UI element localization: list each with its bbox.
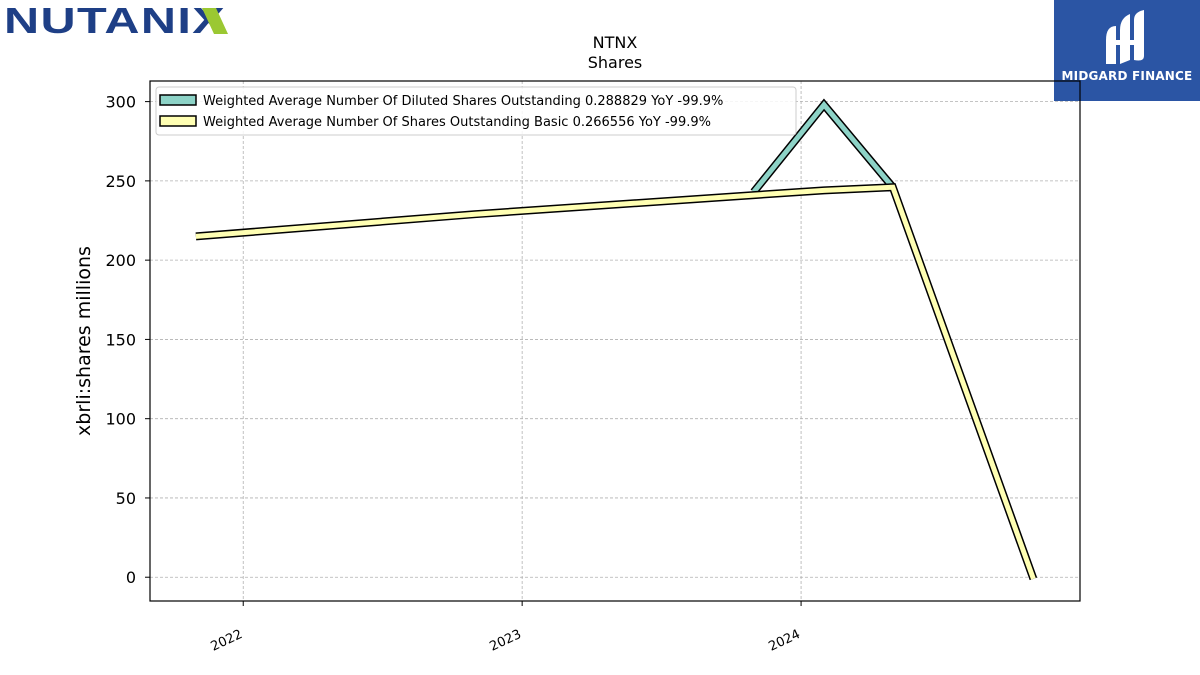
y-axis-label: xbrli:shares millions [73, 246, 95, 436]
y-tick-label: 150 [105, 330, 136, 349]
y-tick-label: 300 [105, 93, 136, 112]
legend-frame [155, 86, 797, 136]
series-line [195, 184, 1036, 580]
legend-label: Weighted Average Number Of Diluted Share… [203, 94, 723, 109]
x-tick-label: 2024 [766, 627, 802, 655]
legend-swatch [159, 94, 197, 106]
series-lines [195, 98, 1038, 581]
nutanix-logo-text: NUTANIX [4, 4, 226, 38]
midgard-finance-text: MIDGARD FINANCE [1061, 69, 1193, 83]
series-line-outline [195, 183, 1038, 581]
nutanix-logo: NUTANIX [4, 4, 228, 38]
legend-label: Weighted Average Number Of Shares Outsta… [203, 115, 711, 130]
y-tick-label: 200 [105, 251, 136, 270]
y-tick-label: 100 [105, 410, 136, 429]
axis-ticks: 0 50 100 150 200 250 300 2022 2023 2024 [105, 93, 802, 655]
y-tick-label: 50 [116, 489, 136, 508]
y-tick-label: 0 [126, 568, 136, 587]
x-tick-label: 2023 [488, 627, 524, 655]
x-tick-label: 2022 [209, 627, 245, 655]
y-tick-label: 250 [105, 172, 136, 191]
nutanix-x-accent [202, 8, 228, 34]
grid-lines [150, 81, 1080, 601]
midgard-emblem-icon [1106, 10, 1144, 64]
midgard-finance-logo: MIDGARD FINANCE [1054, 0, 1200, 101]
series-line [751, 100, 895, 194]
chart-title: NTNX [593, 33, 638, 52]
legend-swatch [159, 115, 197, 127]
plot-frame [149, 80, 1081, 602]
chart-subtitle: Shares [588, 53, 643, 72]
legend: Weighted Average Number Of Diluted Share… [155, 86, 797, 136]
